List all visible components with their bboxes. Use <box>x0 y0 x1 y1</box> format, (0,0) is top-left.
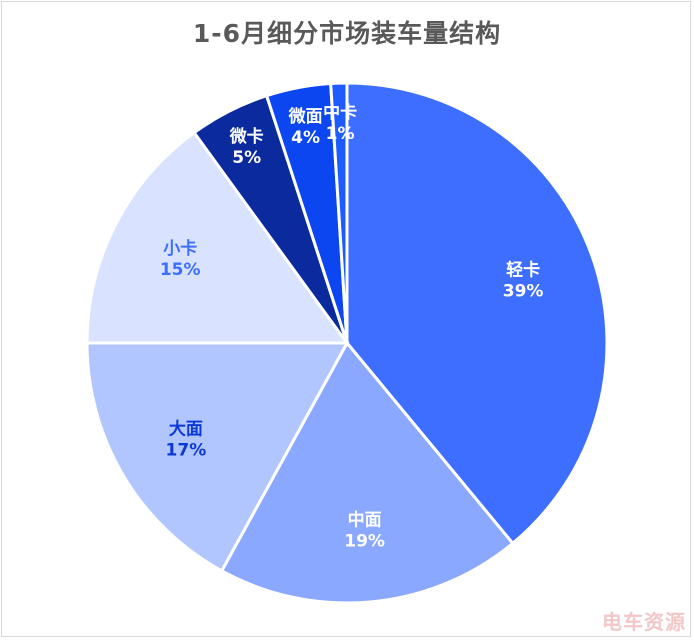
pie-slice-1 <box>219 340 515 605</box>
slice-label-name-1: 中面 <box>348 509 382 530</box>
slice-label-name-5: 微面 <box>288 106 323 127</box>
slice-label-percent-4: 5% <box>232 148 261 168</box>
slice-label-percent-6: 1% <box>326 124 355 144</box>
pie-slice-0 <box>345 81 609 546</box>
pie-slice-2 <box>85 341 350 573</box>
slice-label-percent-0: 39% <box>503 282 544 302</box>
slice-label-percent-1: 19% <box>344 531 385 551</box>
pie-slice-6 <box>329 81 349 344</box>
slice-label-percent-3: 15% <box>160 260 201 280</box>
slice-label-name-3: 小卡 <box>163 238 197 259</box>
slice-label-name-6: 中卡 <box>323 102 357 123</box>
slice-label-name-4: 微卡 <box>229 126 264 147</box>
slice-label-percent-2: 17% <box>166 440 207 460</box>
chart-title: 1-6月细分市场装车量结构 <box>192 19 502 48</box>
pie-slice-3 <box>85 130 350 345</box>
slice-label-name-2: 大面 <box>169 418 203 439</box>
watermark: 电车资源 <box>602 610 686 634</box>
slice-label-percent-5: 4% <box>291 128 320 148</box>
slice-label-name-0: 轻卡 <box>506 260 540 281</box>
